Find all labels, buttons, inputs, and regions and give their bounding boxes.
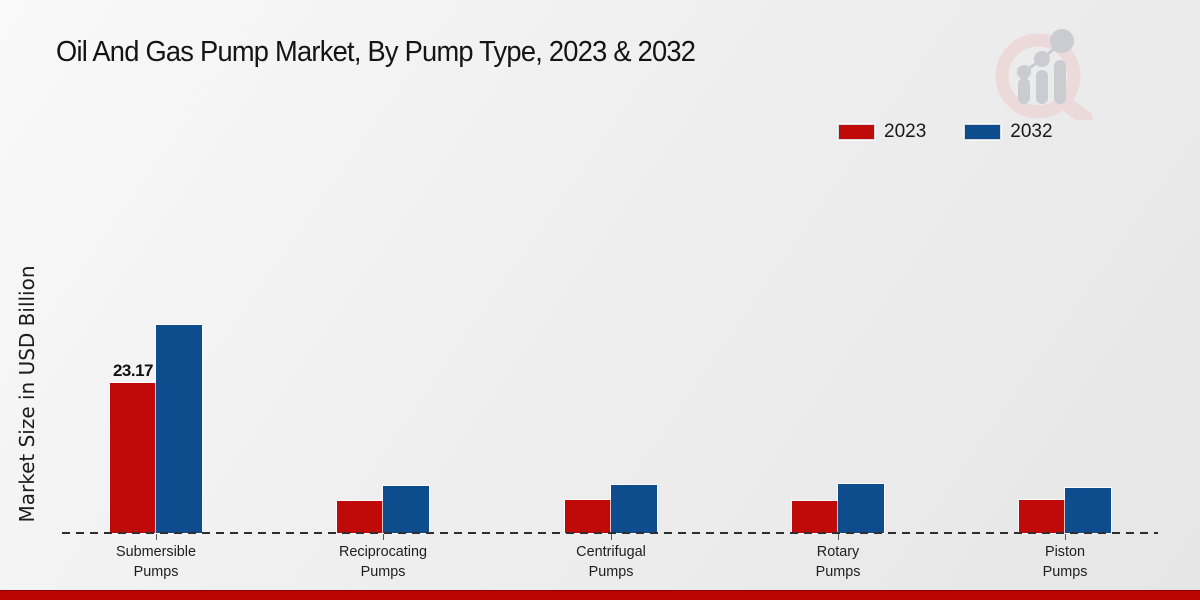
bar-group [564, 485, 657, 533]
x-axis-tick [610, 534, 612, 540]
x-axis-tick [383, 534, 385, 540]
magnifier-handle-icon [1056, 94, 1093, 120]
bar-group [791, 483, 884, 533]
legend-swatch-2023 [838, 124, 875, 140]
trend-dot-icon [1034, 51, 1050, 67]
bar-2032[interactable] [156, 324, 202, 533]
bar-icon [1036, 70, 1048, 104]
legend: 2023 2032 [838, 121, 1053, 143]
bar-2023[interactable] [337, 501, 384, 533]
legend-label-2032: 2032 [1010, 121, 1053, 142]
x-category-label: Submersible Pumps [115, 543, 197, 580]
x-axis-tick [837, 534, 839, 540]
magnifier-ring-icon [995, 33, 1081, 119]
legend-item-2032: 2032 [964, 121, 1053, 143]
bar-icon [1054, 60, 1066, 104]
chart-title: Oil And Gas Pump Market, By Pump Type, 2… [56, 36, 696, 68]
bar-2032[interactable] [610, 485, 657, 533]
x-category-label: Piston Pumps [1042, 543, 1088, 580]
bar-group: 23.17 [110, 324, 202, 533]
bar-2032[interactable] [383, 485, 430, 533]
plot-area: 23.17 [110, 324, 1111, 533]
legend-item-2023: 2023 [838, 121, 926, 143]
bar-2023[interactable]: 23.17 [110, 361, 156, 533]
bar-group [1019, 487, 1111, 533]
x-axis-tick [1065, 534, 1066, 540]
bar-2032[interactable] [1065, 487, 1111, 533]
trend-dot-icon [1050, 29, 1074, 53]
x-category-label: Reciprocating Pumps [339, 543, 428, 580]
bar-2023[interactable] [1019, 500, 1065, 533]
market-research-future-logo [995, 29, 1093, 120]
footer-bar [0, 590, 1200, 600]
bar-icon [1018, 78, 1030, 104]
bar-group [337, 485, 430, 533]
x-axis-baseline [62, 532, 1158, 534]
x-category-label: Rotary Pumps [815, 543, 861, 580]
bar-2023[interactable] [791, 501, 838, 533]
x-axis-tick [156, 534, 157, 540]
x-category-label: Centrifugal Pumps [575, 543, 646, 580]
legend-swatch-2032 [964, 124, 1002, 140]
bar-value-label: 23.17 [112, 361, 154, 380]
bar-2032[interactable] [837, 483, 884, 533]
legend-label-2023: 2023 [884, 121, 927, 142]
bar-2023[interactable] [564, 500, 611, 533]
trend-dot-icon [1017, 65, 1031, 79]
